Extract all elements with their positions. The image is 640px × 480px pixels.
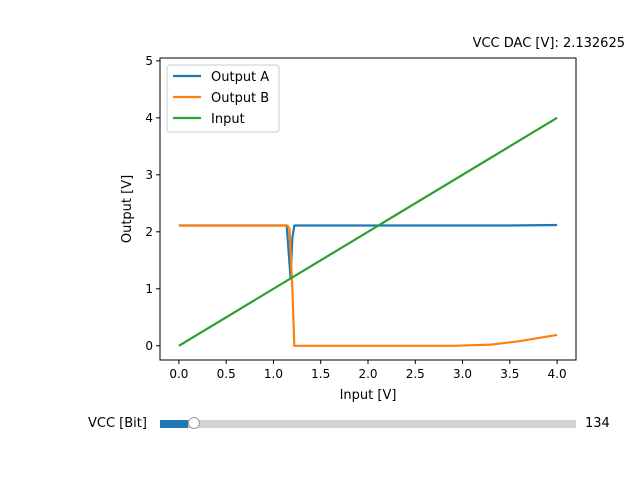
series-line-input	[178, 116, 558, 347]
x-tick-label: 4.0	[548, 367, 567, 381]
y-tick-label: 1	[145, 282, 153, 296]
slider-track[interactable]	[160, 420, 576, 428]
x-tick-label: 0.5	[217, 367, 236, 381]
series-layer	[178, 116, 558, 347]
x-tick-label: 0.0	[169, 367, 188, 381]
y-axis-label: Output [V]	[120, 175, 135, 243]
x-axis-label: Input [V]	[340, 388, 397, 403]
legend-label: Output A	[211, 70, 269, 85]
x-tick-label: 1.5	[311, 367, 330, 381]
y-tick-label: 5	[145, 54, 153, 68]
y-tick-label: 4	[145, 111, 153, 125]
series-line-output-b	[178, 224, 558, 347]
y-tick-label: 0	[145, 339, 153, 353]
slider-handle[interactable]	[187, 417, 200, 429]
y-tick-label: 2	[145, 225, 153, 239]
vcc-slider[interactable]: VCC [Bit] 134	[0, 410, 640, 440]
y-tick-label: 3	[145, 168, 153, 182]
x-tick-label: 3.5	[500, 367, 519, 381]
slider-fill	[160, 420, 188, 428]
vcc-dac-readout: VCC DAC [V]: 2.132625	[473, 36, 625, 51]
x-tick-label: 1.0	[264, 367, 283, 381]
plot-area: 0.0 0.5 1.0 1.5 2.0 2.5 3.0 3.5 4.0 0 1 2 3 4 5 Output…	[145, 54, 577, 381]
ticks-layer: 0.0 0.5 1.0 1.5 2.0 2.5 3.0 3.5 4.0 0 1 2 3 4 5	[145, 54, 566, 381]
x-tick-label: 2.0	[358, 367, 377, 381]
legend-label: Output B	[211, 91, 269, 106]
slider-label: VCC [Bit]	[88, 416, 147, 431]
legend: Output A Output B Input	[166, 64, 280, 133]
legend-box	[166, 64, 280, 133]
x-tick-label: 2.5	[406, 367, 425, 381]
x-tick-label: 3.0	[453, 367, 472, 381]
legend-label: Input	[211, 112, 245, 127]
slider-value: 134	[585, 416, 610, 431]
